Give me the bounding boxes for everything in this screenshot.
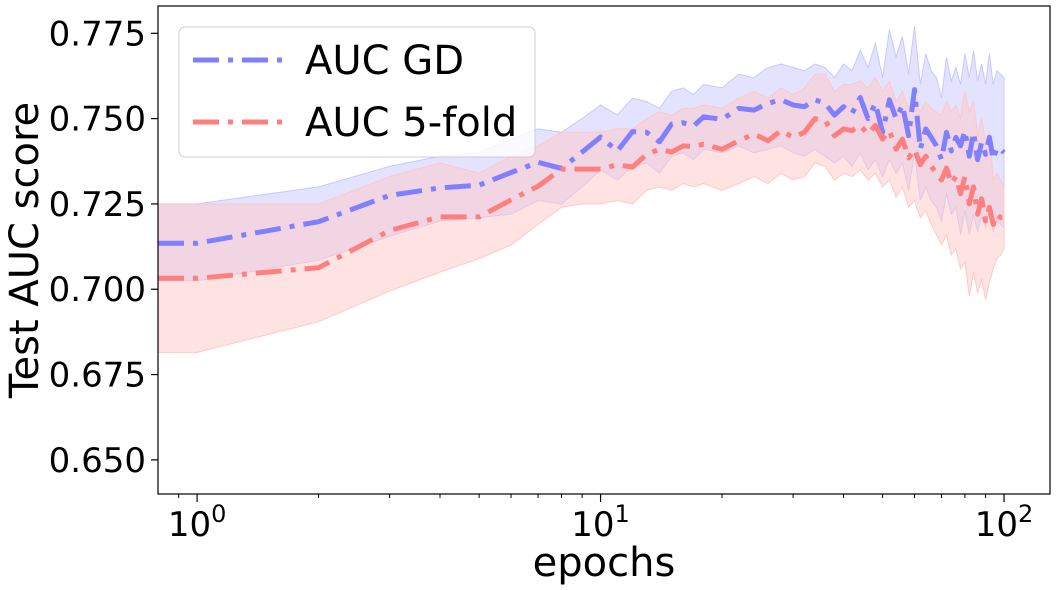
legend: AUC GD AUC 5-fold [178, 26, 536, 158]
y-axis-ticks: 0.650 0.675 0.700 0.725 0.750 0.775 [49, 14, 158, 481]
x-tick-label-2: 102 [975, 500, 1034, 545]
y-tick-label-3: 0.725 [49, 185, 146, 225]
x-tick-label-0: 100 [168, 500, 227, 545]
legend-label-1: AUC 5-fold [305, 100, 517, 146]
y-tick-label-5: 0.775 [49, 14, 146, 54]
plot-frame [157, 5, 1051, 495]
band-1 [157, 73, 1005, 353]
y-axis-label: Test AUC score [2, 102, 48, 399]
confidence-bands [157, 26, 1005, 353]
legend-label-0: AUC GD [305, 38, 464, 84]
x-axis-ticks: 100 101 102 [168, 494, 1033, 545]
x-axis-label: epochs [533, 540, 676, 586]
x-tick-label-1: 101 [571, 500, 630, 545]
series-line-1 [158, 116, 1004, 281]
y-tick-label-1: 0.675 [49, 356, 146, 396]
y-tick-label-0: 0.650 [49, 441, 146, 481]
y-tick-label-4: 0.750 [49, 100, 146, 140]
series-line-0 [158, 87, 1006, 246]
y-tick-label-2: 0.700 [49, 270, 146, 310]
series-lines [158, 87, 1006, 281]
